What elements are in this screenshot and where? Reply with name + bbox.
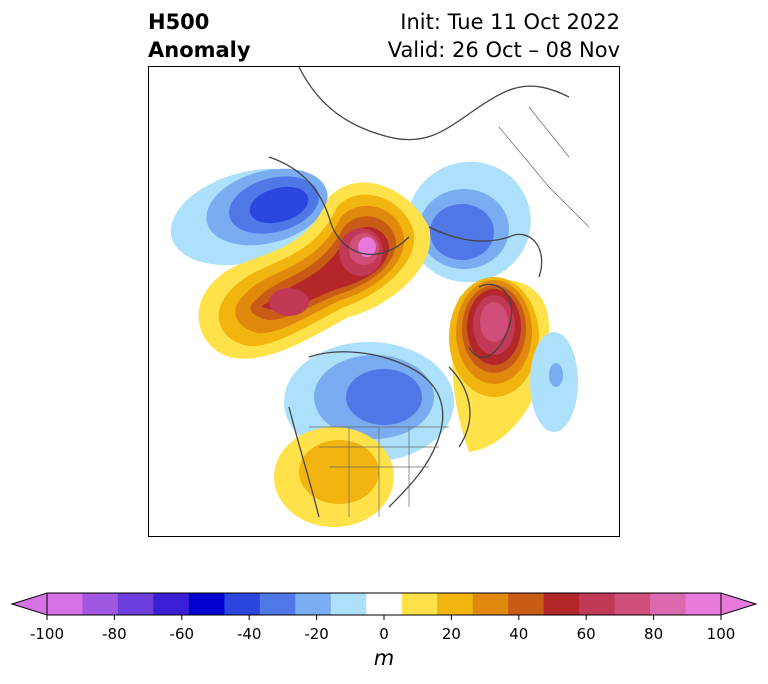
colorbar-tick-label: -100 — [30, 625, 64, 643]
negative-anomaly-scandinavia — [407, 161, 531, 283]
title-line-2: Anomaly — [148, 38, 251, 62]
coastlines — [268, 67, 570, 518]
positive-anomaly-greenland — [449, 277, 549, 452]
map-title: H500 Anomaly — [148, 8, 251, 64]
init-date: Init: Tue 11 Oct 2022 — [400, 10, 620, 34]
map-canvas — [170, 67, 590, 527]
colorbar-swatch — [224, 593, 261, 615]
colorbar-swatch — [650, 593, 687, 615]
colorbar-ticks: -100 -80 -60 -40 -20 0 20 40 60 80 100 — [30, 615, 735, 643]
colorbar-swatch — [295, 593, 332, 615]
colorbar-swatch — [330, 593, 367, 615]
colorbar-swatch — [401, 593, 438, 615]
colorbar-unit: m — [373, 646, 395, 670]
colorbar-tick-label: -60 — [170, 625, 195, 643]
colorbar-swatch — [437, 593, 474, 615]
colorbar-tick-label: 60 — [577, 625, 596, 643]
colorbar-tick-label: -20 — [304, 625, 329, 643]
colorbar-swatch — [614, 593, 651, 615]
colorbar-swatch — [117, 593, 154, 615]
colorbar-extend-high — [720, 592, 758, 616]
colorbar-tick-label: 0 — [379, 625, 389, 643]
colorbar-swatch — [47, 593, 83, 615]
colorbar-swatch — [472, 593, 509, 615]
colorbar-swatches — [10, 592, 758, 616]
borders — [309, 106, 590, 517]
colorbar-swatch — [153, 593, 190, 615]
positive-anomaly-southwest-us — [274, 427, 394, 527]
colorbar-tick-label: 20 — [442, 625, 461, 643]
negative-anomaly-east-atlantic — [530, 332, 578, 432]
colorbar-tick-label: 40 — [509, 625, 528, 643]
run-info: Init: Tue 11 Oct 2022 Valid: 26 Oct – 08… — [388, 8, 620, 64]
negative-anomaly-alaska — [170, 168, 328, 266]
colorbar-swatch — [366, 593, 403, 615]
colorbar-extend-low — [10, 592, 48, 616]
colorbar-swatch — [188, 593, 225, 615]
colorbar: -100 -80 -60 -40 -20 0 20 40 60 80 100 — [10, 592, 758, 643]
positive-anomaly-siberia — [198, 182, 431, 359]
colorbar-tick-label: -80 — [102, 625, 127, 643]
colorbar-swatch — [579, 593, 616, 615]
colorbar-swatch — [508, 593, 545, 615]
colorbar-swatch — [543, 593, 580, 615]
title-line-1: H500 — [148, 10, 210, 34]
colorbar-swatch — [259, 593, 296, 615]
colorbar-tick-label: -40 — [237, 625, 262, 643]
valid-range: Valid: 26 Oct – 08 Nov — [387, 38, 620, 62]
anomaly-map — [148, 66, 620, 537]
colorbar-swatch — [82, 593, 119, 615]
colorbar-tick-label: 100 — [707, 625, 736, 643]
colorbar-tick-label: 80 — [644, 625, 663, 643]
colorbar-swatch — [685, 593, 722, 615]
